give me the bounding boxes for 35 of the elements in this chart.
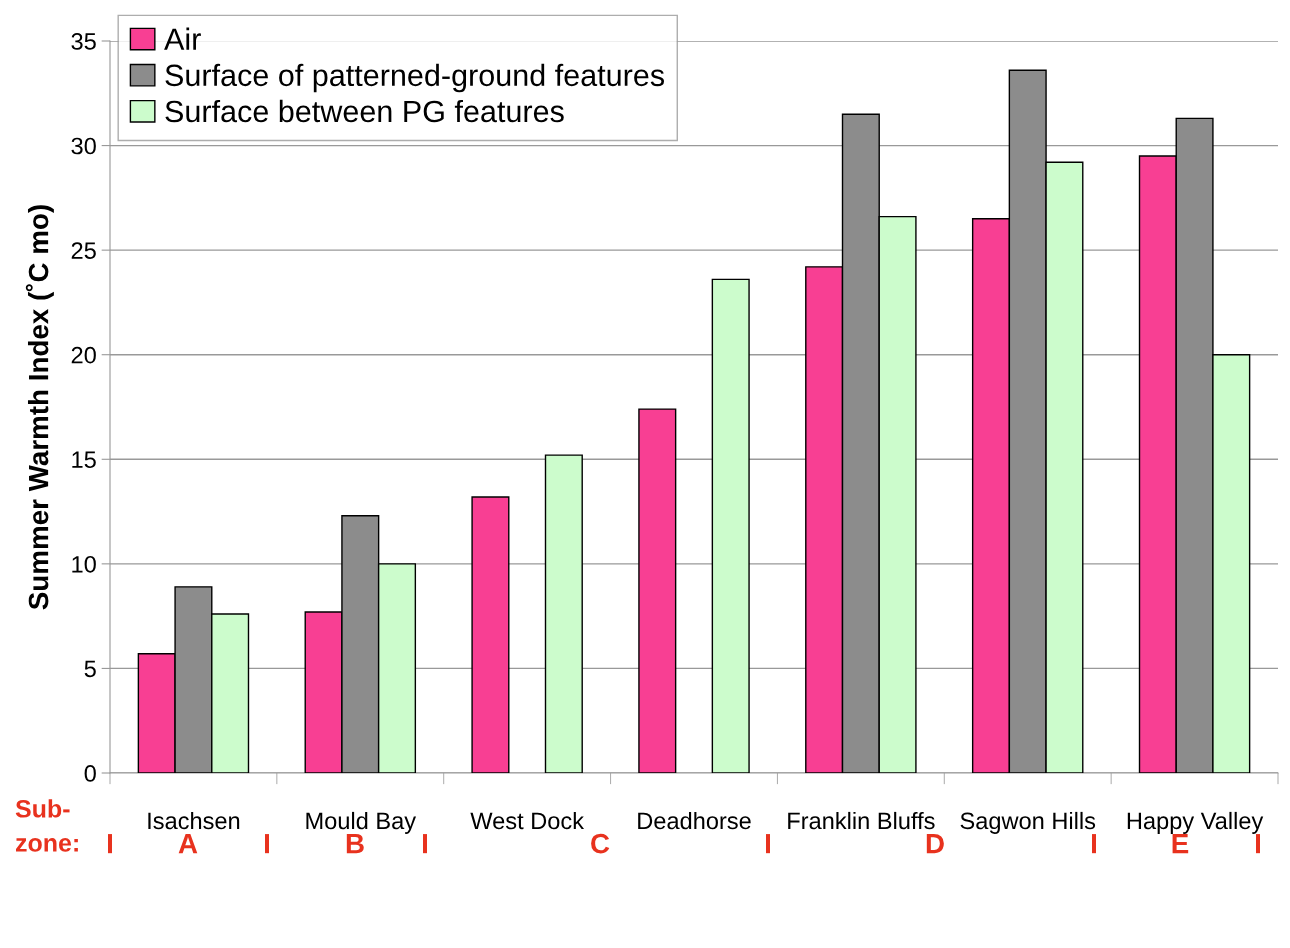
y-tick-label: 10 [72,555,96,573]
text: E [1172,834,1189,854]
y-tick-label: 0 [84,765,96,782]
y-tick-label: 15 [72,451,96,469]
text: A [178,834,198,854]
legend-label: Surface of patterned-ground features [165,63,664,93]
text: I [108,834,112,854]
text: Sub- zone: [15,799,78,852]
x-tick-label: Deadhorse [638,811,751,830]
legend-label: Surface between PG features [165,99,564,123]
y-tick-label: 25 [71,242,96,259]
text: I [265,834,269,854]
x-tick-label: Franklin Bluffs [788,811,935,830]
bar [471,496,510,773]
y-tick-label: 20 [71,346,96,364]
x-tick-label: Sagwon Hills [960,811,1096,834]
text: I [423,834,427,854]
text: I [1092,834,1096,854]
legend-label: Air [164,27,201,50]
text: I [766,834,770,854]
y-tick-label: 30 [71,137,96,155]
bar [711,278,750,773]
y-tick-label: 5 [84,660,96,678]
text: B [346,834,364,854]
bar [544,454,583,773]
y-tick-label: 35 [71,33,96,50]
text: I [1256,834,1260,854]
bar [638,408,677,773]
y-axis-title: Summer Warmth Index (˚C mo) [25,205,54,610]
x-tick-label: Happy Valley [1127,811,1264,834]
x-tick-label: Mould Bay [306,811,417,834]
x-tick-label: Isachsen [148,811,240,830]
x-tick-label: West Dock [470,811,585,830]
text: C [591,833,610,854]
text: D [926,834,944,854]
